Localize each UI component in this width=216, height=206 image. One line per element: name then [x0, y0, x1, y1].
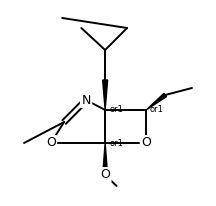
Text: O: O	[141, 137, 151, 150]
Text: or1: or1	[110, 138, 124, 147]
Text: or1: or1	[110, 105, 124, 115]
Polygon shape	[146, 93, 167, 110]
Polygon shape	[103, 80, 108, 110]
Text: or1: or1	[150, 105, 164, 115]
Text: O: O	[100, 169, 110, 181]
Text: O: O	[46, 137, 56, 150]
Text: N: N	[81, 94, 91, 107]
Polygon shape	[103, 143, 108, 175]
